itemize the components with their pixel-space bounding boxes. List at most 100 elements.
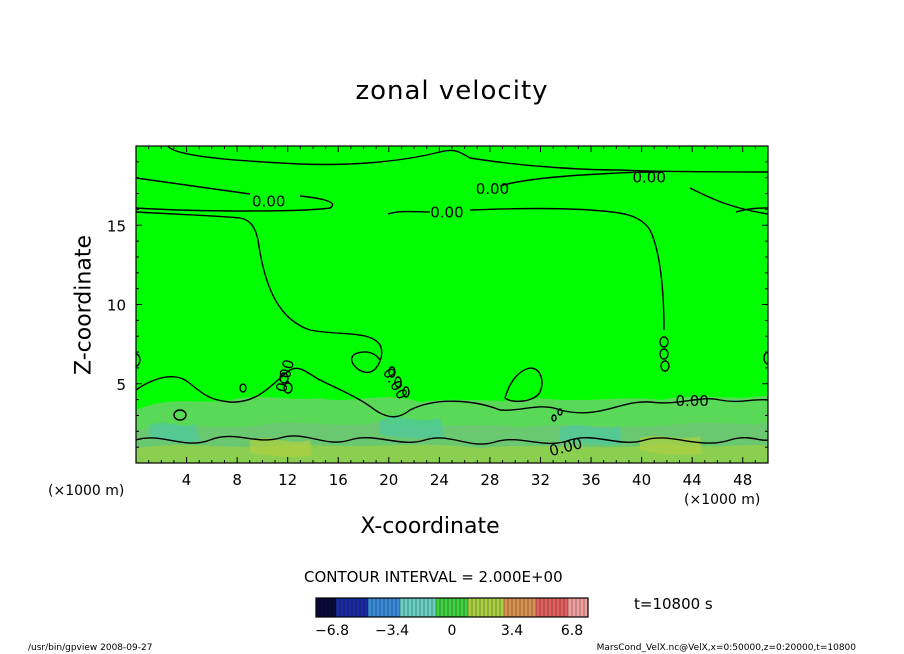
y-tick-label: 15 [107,217,126,235]
colorbar-cell [528,598,533,617]
colorbar-cell [440,598,445,617]
contour-line-low [136,367,768,418]
colorbar-cell [400,598,405,617]
colorbar-cell [492,598,497,617]
colorbar-cell [516,598,521,617]
x-unit-label-left: (×1000 m) [48,483,125,499]
y-axis-ticks: 5 10 15 [107,161,768,448]
colorbar-cell [532,598,537,617]
colorbar-cell [500,598,505,617]
x-tick-label: 4 [182,471,192,489]
colorbar-cell [540,598,545,617]
contour-label: 0.00 [430,204,463,222]
colorbar-frame [315,597,589,618]
colorbar-cell [524,598,529,617]
colorbar-tick-label: 0 [448,623,457,639]
colorbar-cell [512,598,517,617]
colorbar-cell [488,598,493,617]
colorbar-cell [520,598,525,617]
colorbar-cell [364,598,369,617]
chart-title: zonal velocity [355,76,549,106]
x-tick-label: 44 [683,471,702,489]
colorbar-cell [480,598,485,617]
colorbar-cell [344,598,349,617]
colorbar-cell [416,598,421,617]
colorbar-cell [460,598,465,617]
colorbar-cell [336,598,341,617]
colorbar-cell [368,598,373,617]
x-tick-label: 24 [430,471,449,489]
x-axis-ticks: 4 8 12 16 20 24 28 32 36 40 44 48 [148,146,756,489]
colorbar-cell [448,598,453,617]
colorbar-cell [424,598,429,617]
colorbar-cell [484,598,489,617]
colorbar-cell [392,598,397,617]
contour-label: 0.00 [252,192,285,210]
colorbar-cell [388,598,393,617]
colorbar-cell [384,598,389,617]
colorbar-cell [504,598,509,617]
colorbar-cell [396,598,401,617]
contour-line-blob-1 [504,367,543,403]
colorbar-cell [456,598,461,617]
x-tick-label: 32 [531,471,550,489]
colorbar-cell [452,598,457,617]
y-axis-label: Z-coordinate [71,235,97,375]
colorbar-cell [584,598,589,617]
colorbar-cell [412,598,417,617]
y-tick-label: 10 [107,297,126,315]
colorbar-cell [580,598,585,617]
colorbar-cell [332,598,337,617]
colorbar-cell [444,598,449,617]
colorbar-cell [328,598,333,617]
colorbar-cell [436,598,441,617]
colorbar-tick-label: 6.8 [561,623,583,639]
colorbar-cell [420,598,425,617]
colorbar-cell [356,598,361,617]
contour-line-upper [136,177,383,374]
contour-line-bottom [136,435,768,445]
colorbar-cell [572,598,577,617]
colorbar-cell [380,598,385,617]
x-tick-label: 16 [329,471,348,489]
x-tick-label: 40 [632,471,651,489]
colorbar-cell [496,598,501,617]
contour-label: 0.00 [632,169,665,187]
colorbar-tick-label: −6.8 [315,623,349,639]
x-tick-label: 36 [581,471,600,489]
colorbar-cell [404,598,409,617]
colorbar-cell [428,598,433,617]
colorbar-cell [472,598,477,617]
time-label: t=10800 s [634,595,713,613]
contour-line-mid [387,207,665,331]
colorbar-cell [376,598,381,617]
colorbar-cell [564,598,569,617]
colorbar-cell [568,598,573,617]
contour-label: 0.00 [675,392,708,410]
colorbar-cell [320,598,325,617]
colorbar-cell [408,598,413,617]
x-tick-label: 28 [480,471,499,489]
colorbar-cell [508,598,513,617]
colorbar-cell [576,598,581,617]
footer-right: MarsCond_VelX.nc@VelX,x=0:50000,z=0:2000… [596,643,856,653]
colorbar-cell [536,598,541,617]
contour-line-right [499,171,768,215]
colorbar-cell [548,598,553,617]
colorbar-cell [432,598,437,617]
contour-line-top [167,146,768,173]
colorbar-cell [556,598,561,617]
x-axis-label: X-coordinate [360,514,500,539]
x-tick-label: 48 [733,471,752,489]
turbulent-field [136,395,768,463]
colorbar: −6.8 −3.4 0 3.4 6.8 [315,597,589,639]
y-tick-label: 5 [116,376,126,394]
colorbar-cell [360,598,365,617]
contour-label: 0.00 [476,180,509,198]
colorbar-cell [464,598,469,617]
colorbar-cell [372,598,377,617]
colorbar-cell [340,598,345,617]
x-tick-label: 20 [379,471,398,489]
contour-lines [136,146,768,445]
